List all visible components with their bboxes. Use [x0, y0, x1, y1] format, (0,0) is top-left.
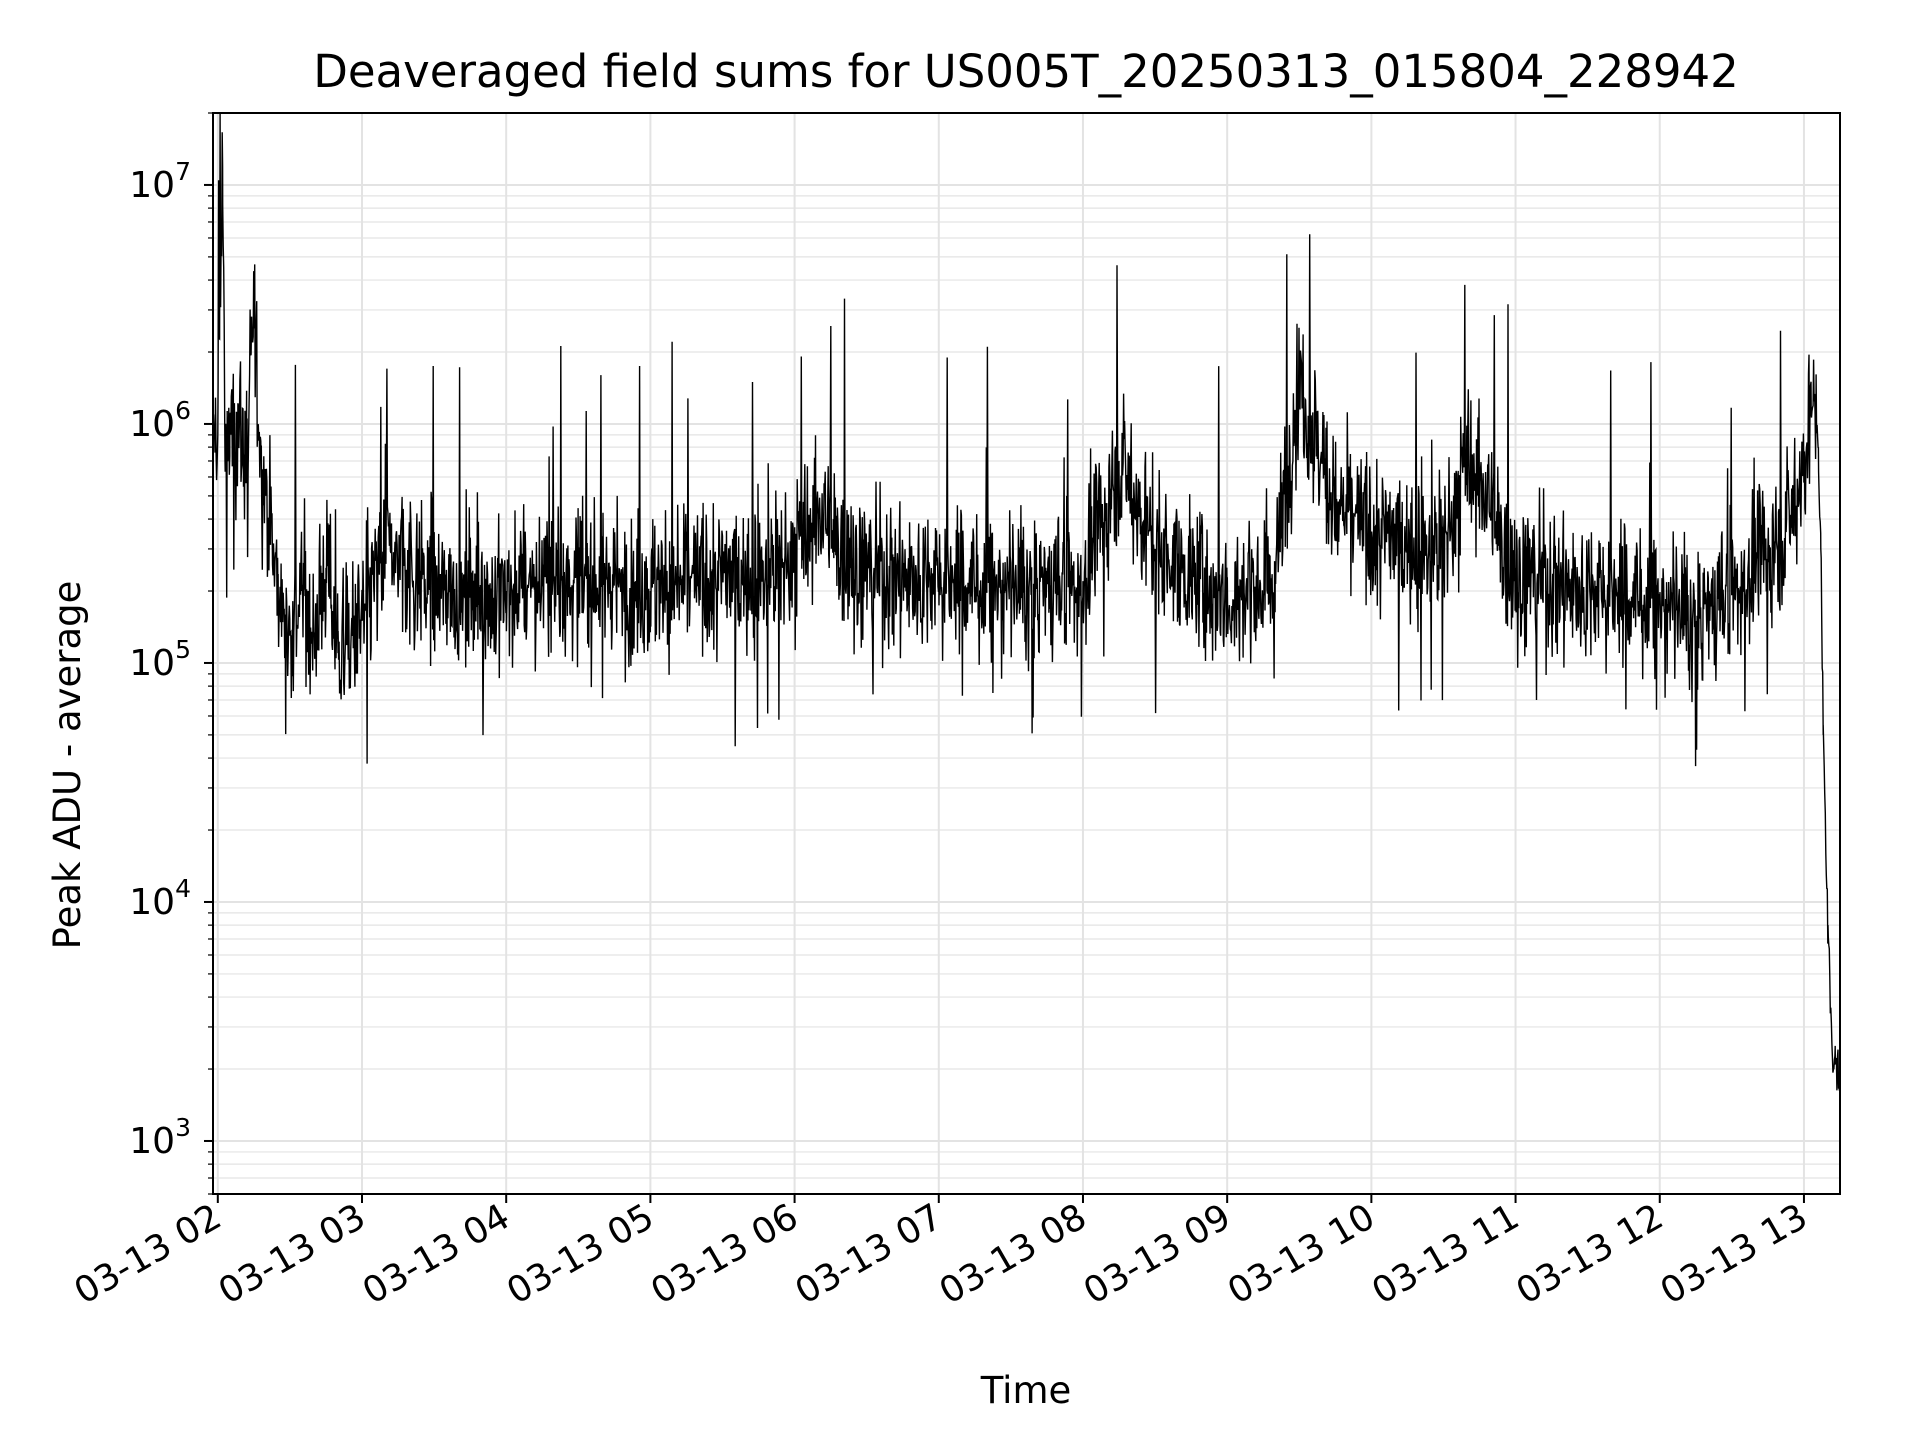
y-tick-label: 104	[129, 874, 191, 923]
y-tick-label: 105	[129, 635, 191, 684]
y-tick-label: 103	[129, 1113, 191, 1162]
y-tick-label: 106	[129, 396, 191, 445]
series-line	[212, 112, 1841, 1099]
plot-area	[212, 112, 1841, 1099]
grid	[213, 112, 1840, 1195]
x-axis-label: Time	[980, 1369, 1072, 1412]
axes-frame	[212, 112, 1841, 1195]
y-axis-label: Peak ADU - average	[46, 581, 89, 950]
y-tick-label: 107	[129, 157, 191, 206]
chart-title: Deaveraged field sums for US005T_2025031…	[313, 45, 1739, 98]
